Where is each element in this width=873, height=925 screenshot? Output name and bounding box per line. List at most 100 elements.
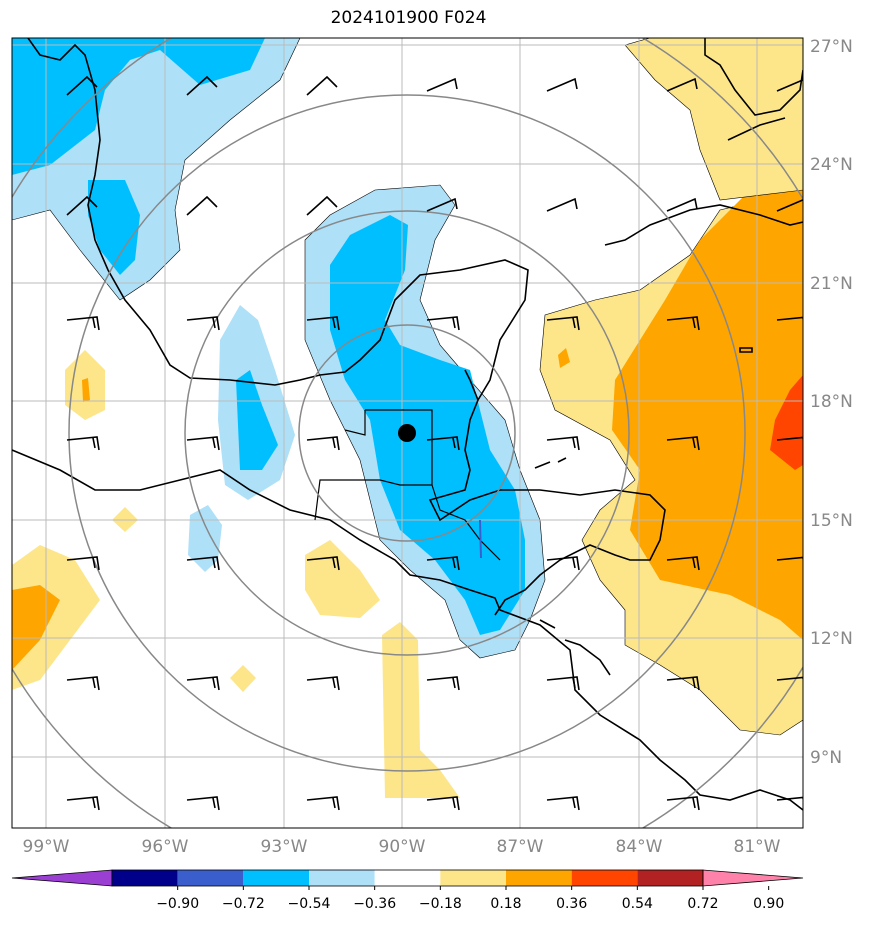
- wind-barb: [66, 75, 98, 96]
- coastline-gulf-honduras: [539, 619, 611, 676]
- wind-barb: [306, 676, 340, 691]
- wind-barb: [186, 796, 220, 811]
- colorbar-outline: [111, 869, 704, 887]
- colorbar-tick-label: −0.36: [353, 896, 396, 912]
- map-frame: [11, 37, 804, 829]
- border-chiapas: [344, 410, 366, 436]
- wind-barb: [776, 316, 803, 323]
- wind-barb: [306, 556, 340, 571]
- wind-barb: [186, 195, 218, 216]
- neg-strong-region-w: [236, 370, 278, 470]
- wind-barb: [66, 316, 100, 331]
- wind-barb: [306, 436, 340, 451]
- wind-barb: [546, 197, 578, 212]
- pos-strong-region-east: [770, 375, 803, 470]
- map-title: 2024101900 F024: [330, 8, 487, 28]
- lat-label-9: 9°N: [810, 748, 842, 768]
- colorbar-extend-high: [702, 869, 804, 887]
- lat-label-15: 15°N: [810, 511, 853, 531]
- wind-barb: [776, 436, 803, 443]
- coastline-cuba: [604, 204, 803, 246]
- lat-label-24: 24°N: [810, 155, 853, 175]
- wind-barb: [66, 436, 100, 451]
- wind-barb: [186, 75, 218, 96]
- wind-barbs: [66, 75, 803, 811]
- colorbar-tick-label: 0.90: [753, 896, 784, 912]
- colorbar-segment: [177, 870, 244, 886]
- pos-mid-spot: [558, 348, 570, 368]
- colorbar-tick-label: −0.18: [419, 896, 462, 912]
- wind-barb: [666, 77, 698, 92]
- colorbar-tick-label: 0.36: [556, 896, 587, 912]
- lon-label-90: 90°W: [379, 837, 426, 857]
- lat-label-27: 27°N: [810, 37, 853, 57]
- wind-barb: [306, 75, 338, 96]
- coastline-pacific: [12, 449, 803, 811]
- colorbar-extend-low: [11, 869, 113, 887]
- range-ring: [68, 94, 746, 772]
- wind-barb: [546, 796, 580, 811]
- wind-barb: [776, 198, 803, 212]
- pos-mid-region-east: [612, 190, 803, 640]
- neg-weak-region-sw: [188, 505, 222, 572]
- wind-barb: [66, 796, 100, 811]
- wind-barb: [426, 676, 460, 691]
- coastline-gulf-west: [27, 38, 529, 402]
- wind-barb: [546, 316, 580, 331]
- lon-label-96: 96°W: [142, 837, 189, 857]
- colorbar-tick-label: 0.18: [490, 896, 521, 912]
- colorbar-segment: [309, 870, 375, 886]
- border-honduras: [431, 484, 501, 561]
- borders: [314, 409, 501, 561]
- neg-strong-region-center: [330, 215, 525, 635]
- colorbar-segment: [571, 870, 638, 886]
- wind-barb: [776, 78, 803, 92]
- wind-barb: [776, 796, 803, 803]
- wind-barb: [666, 316, 700, 331]
- colorbar-segment: [637, 870, 703, 886]
- lon-label-84: 84°W: [616, 837, 663, 857]
- wind-barb: [666, 197, 698, 212]
- wind-barb: [776, 556, 803, 563]
- wind-barb: [186, 436, 220, 451]
- wind-barb: [666, 676, 700, 691]
- coastlines: [12, 38, 803, 811]
- storm-center-marker: [398, 424, 416, 442]
- coastline-islands: [534, 117, 786, 469]
- colorbar-segment: [243, 870, 309, 886]
- lat-label-12: 12°N: [810, 629, 853, 649]
- colorbar-segment: [506, 870, 572, 886]
- pos-weak-spot-b: [230, 665, 256, 692]
- wind-barb: [186, 316, 220, 331]
- range-rings: [12, 38, 803, 828]
- coastline-jamaica: [739, 347, 753, 353]
- wind-barb: [426, 316, 460, 331]
- wind-barb: [306, 195, 338, 216]
- wind-barb: [426, 796, 460, 811]
- wind-barb: [666, 556, 700, 571]
- wind-barb: [546, 556, 580, 571]
- colorbar-segment: [374, 870, 441, 886]
- colorbar-segment: [440, 870, 506, 886]
- wind-barb: [426, 197, 458, 212]
- colorbar-tick-label: −0.54: [288, 896, 331, 912]
- lon-label-99: 99°W: [23, 837, 70, 857]
- lat-label-18: 18°N: [810, 392, 853, 412]
- wind-barb: [66, 676, 100, 691]
- neg-strong-region-nw: [12, 38, 265, 175]
- colorbar-tick-label: 0.72: [687, 896, 718, 912]
- lon-label-93: 93°W: [261, 837, 308, 857]
- lat-label-21: 21°N: [810, 274, 853, 294]
- wind-barb: [426, 556, 460, 571]
- wind-barb: [306, 796, 340, 811]
- wind-barb: [66, 195, 98, 216]
- wind-barb: [546, 77, 578, 92]
- pos-mid-region-sw: [12, 585, 60, 670]
- lon-label-81: 81°W: [734, 837, 781, 857]
- pos-weak-region-sw: [12, 545, 100, 690]
- wind-barb: [666, 436, 700, 451]
- lon-labels: 99°W 96°W 93°W 90°W 87°W 84°W 81°W: [23, 837, 781, 857]
- coastline-yucatan-east: [428, 399, 666, 616]
- pos-weak-region-pac: [305, 540, 380, 618]
- wind-barb: [306, 316, 340, 331]
